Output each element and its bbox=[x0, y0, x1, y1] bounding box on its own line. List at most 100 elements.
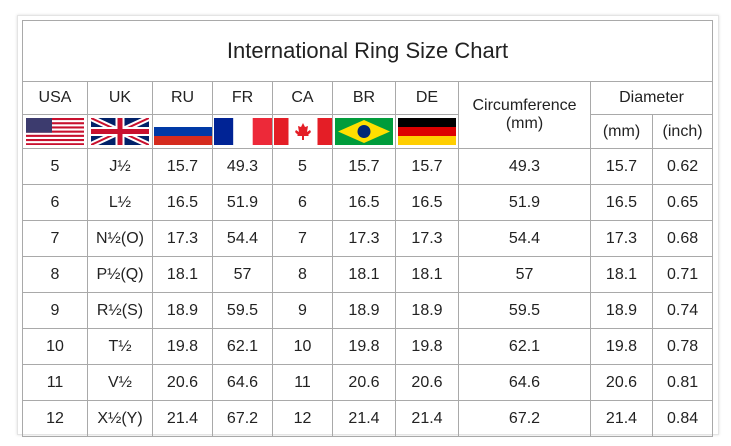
circumference-unit: (mm) bbox=[505, 115, 544, 132]
header-fr: FR bbox=[212, 81, 273, 115]
table-cell: 67.2 bbox=[458, 400, 591, 437]
table-cell: 0.74 bbox=[651, 292, 714, 329]
table-cell: 18.9 bbox=[590, 292, 653, 329]
table-cell: 49.3 bbox=[212, 148, 273, 185]
table-cell: 21.4 bbox=[332, 400, 396, 437]
chart-title: International Ring Size Chart bbox=[21, 20, 714, 82]
table-cell: 18.9 bbox=[332, 292, 396, 329]
table-cell: 19.8 bbox=[332, 328, 396, 365]
table-cell: 18.9 bbox=[152, 292, 213, 329]
table-cell: 15.7 bbox=[152, 148, 213, 185]
table-cell: 19.8 bbox=[590, 328, 653, 365]
table-cell: 0.65 bbox=[651, 184, 714, 221]
table-cell: L½ bbox=[87, 184, 153, 221]
table-row: 5 J½ 15.7 49.3 5 15.7 15.7 49.3 15.7 0.62 bbox=[22, 148, 714, 185]
table-row: 12 X½(Y) 21.4 67.2 12 21.4 21.4 67.2 21.4 0.84 bbox=[22, 400, 714, 437]
circumference-label: Circumference bbox=[472, 97, 577, 114]
table-row: 9 R½(S) 18.9 59.5 9 18.9 18.9 59.5 18.9 0.74 bbox=[22, 292, 714, 329]
table-row: 11 V½ 20.6 64.6 11 20.6 20.6 64.6 20.6 0.81 bbox=[22, 364, 714, 401]
table-cell: 0.84 bbox=[651, 400, 714, 437]
table-cell: 62.1 bbox=[458, 328, 591, 365]
table-cell: 11 bbox=[272, 364, 333, 401]
table-cell: 20.6 bbox=[590, 364, 653, 401]
table-cell: 17.3 bbox=[590, 220, 653, 257]
table-cell: 19.8 bbox=[152, 328, 213, 365]
header-diameter: Diameter bbox=[589, 81, 714, 115]
table-cell: 20.6 bbox=[152, 364, 213, 401]
table-cell: 62.1 bbox=[212, 328, 273, 365]
table-cell: P½(Q) bbox=[87, 256, 153, 293]
table-cell: 17.3 bbox=[395, 220, 459, 257]
us-flag-icon bbox=[26, 118, 84, 145]
table-cell: 15.7 bbox=[332, 148, 396, 185]
table-cell: 0.78 bbox=[651, 328, 714, 365]
header-br: BR bbox=[332, 81, 396, 115]
table-cell: 10 bbox=[22, 328, 88, 365]
table-row: 7 N½(O) 17.3 54.4 7 17.3 17.3 54.4 17.3 0.68 bbox=[22, 220, 714, 257]
table-cell: 12 bbox=[22, 400, 88, 437]
table-cell: 12 bbox=[272, 400, 333, 437]
table-cell: 10 bbox=[272, 328, 333, 365]
table-cell: 18.9 bbox=[395, 292, 459, 329]
table-cell: 54.4 bbox=[212, 220, 273, 257]
header-uk: UK bbox=[87, 81, 153, 115]
table-row: 8 P½(Q) 18.1 57 8 18.1 18.1 57 18.1 0.71 bbox=[22, 256, 714, 293]
brazil-flag-icon bbox=[335, 118, 393, 145]
table-cell: 0.62 bbox=[651, 148, 714, 185]
table-cell: 9 bbox=[272, 292, 333, 329]
france-flag-icon bbox=[213, 118, 272, 145]
header-ru: RU bbox=[152, 81, 213, 115]
table-cell: 21.4 bbox=[152, 400, 213, 437]
table-cell: 18.1 bbox=[332, 256, 396, 293]
table-cell: 16.5 bbox=[152, 184, 213, 221]
header-diameter-inch: (inch) bbox=[651, 114, 714, 149]
table-cell: 57 bbox=[212, 256, 273, 293]
table-cell: 49.3 bbox=[458, 148, 591, 185]
ring-size-table: International Ring Size Chart USA UK RU … bbox=[21, 20, 714, 437]
table-cell: 21.4 bbox=[590, 400, 653, 437]
uk-flag-icon bbox=[91, 118, 149, 145]
table-cell: 18.1 bbox=[395, 256, 459, 293]
table-cell: 9 bbox=[22, 292, 88, 329]
table-cell: 7 bbox=[22, 220, 88, 257]
table-cell: 17.3 bbox=[152, 220, 213, 257]
header-circumference: Circumference (mm) bbox=[458, 81, 591, 149]
canada-flag-icon bbox=[273, 118, 332, 145]
table-cell: 64.6 bbox=[212, 364, 273, 401]
table-cell: 67.2 bbox=[212, 400, 273, 437]
header-ca: CA bbox=[272, 81, 333, 115]
table-cell: 21.4 bbox=[395, 400, 459, 437]
table-cell: 6 bbox=[22, 184, 88, 221]
table-cell: 19.8 bbox=[395, 328, 459, 365]
table-cell: 16.5 bbox=[395, 184, 459, 221]
table-cell: 5 bbox=[22, 148, 88, 185]
table-cell: 0.68 bbox=[651, 220, 714, 257]
table-cell: V½ bbox=[87, 364, 153, 401]
header-de: DE bbox=[395, 81, 459, 115]
table-cell: 54.4 bbox=[458, 220, 591, 257]
header-diameter-mm: (mm) bbox=[590, 114, 653, 149]
germany-flag-icon bbox=[398, 118, 456, 145]
table-cell: 11 bbox=[22, 364, 88, 401]
table-cell: 57 bbox=[458, 256, 591, 293]
table-cell: 5 bbox=[272, 148, 333, 185]
table-cell: 15.7 bbox=[395, 148, 459, 185]
table-cell: 8 bbox=[22, 256, 88, 293]
table-cell: R½(S) bbox=[87, 292, 153, 329]
table-cell: T½ bbox=[87, 328, 153, 365]
table-cell: 20.6 bbox=[332, 364, 396, 401]
header-usa: USA bbox=[22, 81, 88, 115]
table-row: 6 L½ 16.5 51.9 6 16.5 16.5 51.9 16.5 0.65 bbox=[22, 184, 714, 221]
table-cell: 18.1 bbox=[590, 256, 653, 293]
table-cell: 20.6 bbox=[395, 364, 459, 401]
table-cell: 18.1 bbox=[152, 256, 213, 293]
table-cell: 0.71 bbox=[651, 256, 714, 293]
table-cell: 16.5 bbox=[332, 184, 396, 221]
table-cell: 6 bbox=[272, 184, 333, 221]
table-cell: 17.3 bbox=[332, 220, 396, 257]
table-cell: 16.5 bbox=[590, 184, 653, 221]
table-cell: 64.6 bbox=[458, 364, 591, 401]
table-cell: 8 bbox=[272, 256, 333, 293]
table-cell: 0.81 bbox=[651, 364, 714, 401]
table-cell: 59.5 bbox=[458, 292, 591, 329]
